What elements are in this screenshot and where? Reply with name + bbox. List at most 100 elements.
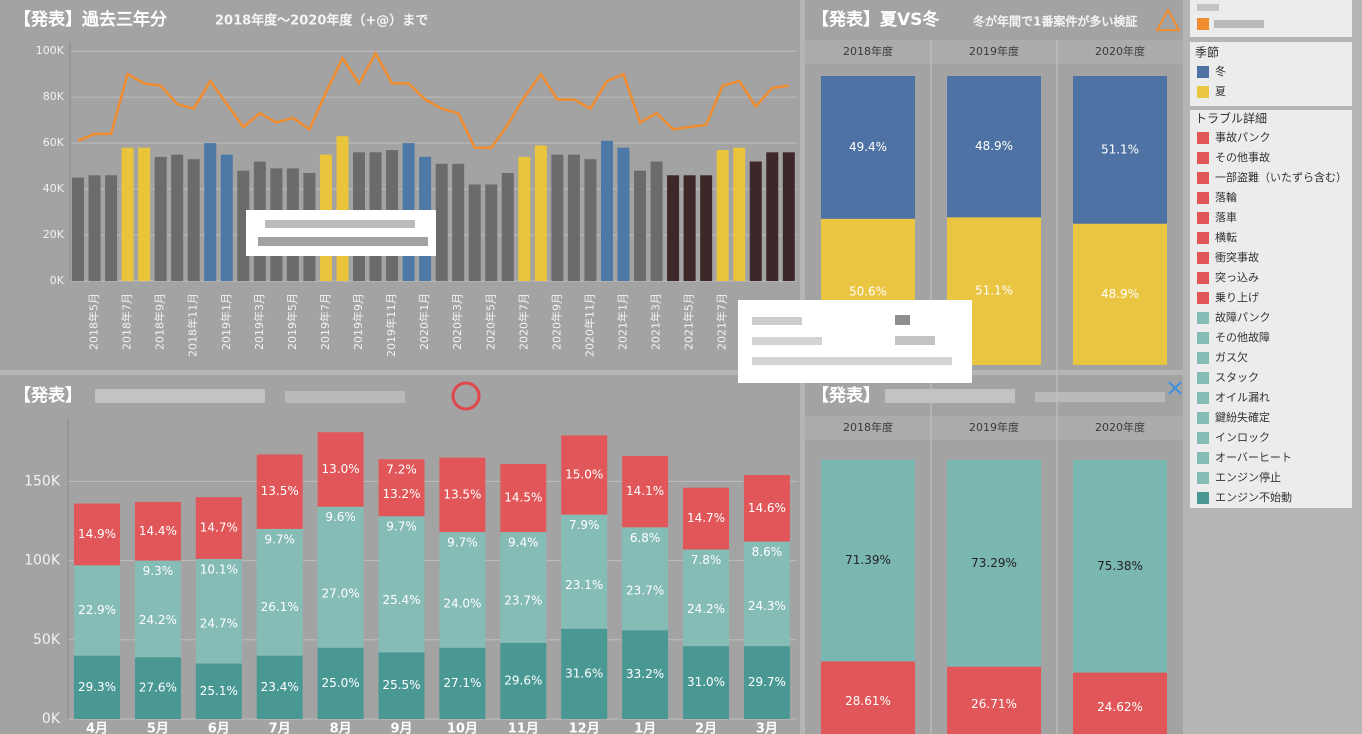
legend-swatch xyxy=(1197,132,1209,144)
chart-subtitle: 2018年度～2020年度（+@）まで xyxy=(215,13,428,29)
bar xyxy=(468,184,481,281)
bar-segment xyxy=(195,497,242,559)
legend-swatch xyxy=(1197,472,1209,484)
x-tick-label: 2019年3月 xyxy=(252,293,266,350)
bar xyxy=(567,154,580,281)
x-tick-label: 8月 xyxy=(330,722,352,734)
bar-segment xyxy=(134,657,181,719)
x-tick-label: 2018年11月 xyxy=(186,293,200,357)
y-tick-label: 20K xyxy=(43,228,65,241)
legend-swatch xyxy=(1197,412,1209,424)
blurred-text xyxy=(752,357,952,365)
x-tick-label: 6月 xyxy=(208,722,230,734)
bar-segment xyxy=(74,503,120,566)
bar xyxy=(204,143,217,281)
data-label: 51.1% xyxy=(1101,142,1139,156)
bar xyxy=(667,175,680,281)
bar xyxy=(534,145,547,281)
bar-segment xyxy=(256,655,303,719)
legend-label: 突っ込み xyxy=(1215,270,1259,284)
x-tick-label: 2月 xyxy=(695,722,717,734)
data-label: 14.7% xyxy=(200,521,238,535)
legend-label: その他事故 xyxy=(1215,150,1270,164)
bar xyxy=(683,175,696,281)
data-label: 71.39% xyxy=(845,553,891,567)
legend-label: 乗り上げ xyxy=(1215,291,1259,304)
bar-segment xyxy=(134,560,181,658)
bar xyxy=(121,147,134,281)
blurred-text xyxy=(1214,20,1264,28)
legend-label: 故障パンク xyxy=(1215,310,1271,324)
close-icon[interactable] xyxy=(1168,381,1182,395)
data-label: 26.1% xyxy=(261,600,299,614)
chart-title: 【発表】 xyxy=(14,385,82,406)
legend-label: オーバーヒート xyxy=(1215,451,1292,464)
data-label: 15.0% xyxy=(565,468,603,482)
blurred-text xyxy=(895,315,910,325)
data-label: 13.5% xyxy=(443,487,481,501)
bar-segment xyxy=(500,463,547,533)
data-label: 7.9% xyxy=(569,518,600,532)
bar-segment xyxy=(256,454,303,529)
data-label: 29.7% xyxy=(748,675,786,689)
legend-swatch xyxy=(1197,252,1209,264)
chart-subtitle: 冬が年間で1番案件が多い検証 xyxy=(973,14,1137,29)
bar-segment xyxy=(1073,76,1167,224)
bar-segment xyxy=(743,475,790,542)
blurred-text xyxy=(258,237,428,246)
bar xyxy=(435,163,448,281)
bar xyxy=(138,147,151,281)
column-header: 2020年度 xyxy=(1095,44,1145,58)
data-label: 13.0% xyxy=(322,462,360,476)
data-label: 24.62% xyxy=(1097,700,1143,714)
bar xyxy=(187,159,200,281)
bar-segment xyxy=(317,647,364,719)
bar xyxy=(700,175,713,281)
bar xyxy=(88,175,101,281)
y-tick-label: 0K xyxy=(42,711,61,727)
triangle-icon xyxy=(1155,7,1181,31)
x-tick-label: 2020年9月 xyxy=(549,293,563,350)
legend-swatch xyxy=(1197,292,1209,304)
y-tick-label: 50K xyxy=(33,632,61,648)
bar-segment xyxy=(821,460,915,662)
bar-segment xyxy=(743,541,790,647)
legend-swatch xyxy=(1197,272,1209,284)
bar-segment xyxy=(622,630,669,719)
data-label: 13.5% xyxy=(261,484,299,498)
legend-swatch xyxy=(1197,452,1209,464)
legend-title: 季節 xyxy=(1195,45,1219,60)
data-label: 31.0% xyxy=(687,675,725,689)
legend-swatch xyxy=(1197,18,1209,30)
data-label: 6.8% xyxy=(630,531,661,545)
x-tick-label: 2019年1月 xyxy=(219,293,233,350)
data-label: 23.1% xyxy=(565,578,603,592)
bar xyxy=(617,147,630,281)
bar-segment xyxy=(622,456,669,528)
bar-segment xyxy=(195,663,242,719)
data-label: 23.7% xyxy=(626,584,664,598)
bar-segment xyxy=(439,532,486,648)
y-tick-label: 150K xyxy=(24,473,61,489)
x-tick-label: 2020年3月 xyxy=(450,293,464,350)
blurred-text xyxy=(95,389,265,403)
data-label: 24.7% xyxy=(200,616,238,630)
legend-swatch xyxy=(1197,212,1209,224)
data-label: 27.0% xyxy=(322,587,360,601)
data-label: 25.5% xyxy=(382,678,420,692)
bar-segment xyxy=(1073,672,1167,734)
blurred-text xyxy=(752,337,822,345)
bar-segment xyxy=(821,76,915,219)
x-tick-label: 2020年11月 xyxy=(582,293,596,357)
x-tick-label: 2019年7月 xyxy=(318,293,332,350)
bar xyxy=(154,156,167,281)
x-tick-label: 2021年5月 xyxy=(682,293,696,350)
bar-segment xyxy=(561,628,608,719)
data-label: 8.6% xyxy=(752,545,783,559)
bar xyxy=(782,152,795,281)
data-label: 29.6% xyxy=(504,673,542,687)
bar xyxy=(716,150,729,281)
x-tick-label: 2021年7月 xyxy=(715,293,729,350)
data-label: 50.6% xyxy=(849,284,887,298)
legend-label: 鍵紛失確定 xyxy=(1215,410,1270,424)
